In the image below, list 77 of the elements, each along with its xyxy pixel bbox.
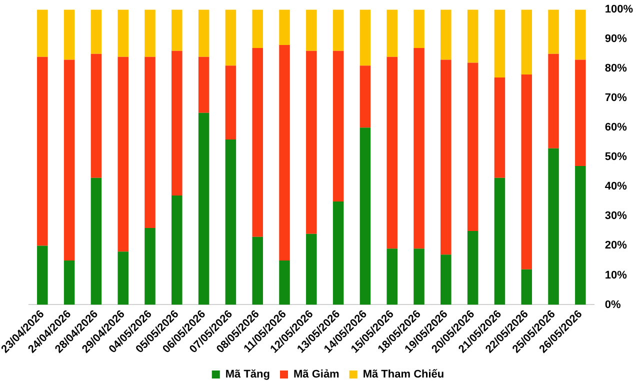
bar bbox=[521, 74, 532, 270]
bar bbox=[64, 60, 75, 260]
bar bbox=[440, 60, 452, 255]
bar bbox=[494, 77, 506, 178]
y-tick-label: 90% bbox=[604, 33, 628, 46]
bar bbox=[386, 248, 398, 305]
legend-label: Mã Giảm bbox=[293, 368, 340, 381]
bar bbox=[37, 10, 48, 57]
bar bbox=[440, 10, 452, 60]
bar bbox=[575, 60, 586, 166]
bar bbox=[118, 252, 128, 305]
bar bbox=[467, 62, 478, 231]
y-tick-label: 0% bbox=[604, 298, 621, 311]
bar bbox=[198, 112, 210, 305]
bar bbox=[414, 10, 424, 48]
legend-label: Mã Tham Chiếu bbox=[362, 368, 444, 381]
bar bbox=[386, 56, 398, 249]
bar bbox=[90, 10, 102, 54]
bar bbox=[521, 10, 532, 75]
bar bbox=[118, 10, 128, 57]
bar bbox=[118, 56, 128, 252]
bar bbox=[467, 10, 478, 63]
bar bbox=[440, 254, 452, 305]
bar bbox=[548, 54, 559, 148]
bar bbox=[172, 196, 182, 305]
bar bbox=[279, 260, 290, 305]
bar bbox=[90, 178, 102, 305]
y-tick-label: 50% bbox=[604, 151, 628, 164]
bar bbox=[144, 56, 156, 228]
bar bbox=[332, 10, 344, 51]
bar bbox=[90, 54, 102, 178]
bar bbox=[225, 66, 236, 140]
bar bbox=[144, 10, 156, 57]
bar bbox=[332, 201, 344, 305]
y-tick-label: 100% bbox=[604, 4, 634, 16]
bar bbox=[64, 260, 75, 305]
y-tick-label: 80% bbox=[604, 62, 628, 75]
bar bbox=[279, 10, 290, 46]
y-tick-label: 60% bbox=[604, 122, 628, 134]
y-tick-label: 30% bbox=[604, 210, 628, 222]
bar bbox=[575, 10, 586, 60]
bar bbox=[414, 48, 424, 249]
bar bbox=[306, 234, 317, 305]
bar bbox=[198, 10, 210, 57]
bar bbox=[225, 10, 236, 66]
bar bbox=[306, 10, 317, 51]
bar bbox=[332, 50, 344, 202]
bar bbox=[548, 10, 559, 54]
bar bbox=[360, 66, 371, 128]
bar bbox=[172, 10, 182, 51]
bar bbox=[306, 50, 317, 234]
bar bbox=[198, 56, 210, 113]
bar bbox=[494, 10, 506, 78]
legend-label: Mã Tăng bbox=[225, 368, 270, 381]
y-tick-label: 10% bbox=[604, 269, 628, 282]
bar bbox=[494, 178, 506, 305]
bar bbox=[172, 50, 182, 196]
bar bbox=[360, 128, 371, 305]
bar bbox=[360, 10, 371, 66]
y-tick-label: 40% bbox=[604, 180, 628, 193]
y-tick-label: 70% bbox=[604, 92, 628, 104]
bar bbox=[225, 139, 236, 305]
bar bbox=[37, 56, 48, 246]
bar bbox=[467, 230, 478, 305]
bar bbox=[37, 246, 48, 305]
bar bbox=[252, 236, 263, 305]
bar bbox=[548, 148, 559, 305]
y-tick-label: 20% bbox=[604, 240, 628, 252]
bar bbox=[521, 269, 532, 305]
bar bbox=[386, 10, 398, 57]
bar bbox=[279, 45, 290, 260]
bar bbox=[252, 10, 263, 48]
bar bbox=[414, 248, 424, 305]
bar bbox=[144, 228, 156, 305]
bar bbox=[575, 166, 586, 305]
bar bbox=[252, 48, 263, 237]
bar bbox=[64, 10, 75, 60]
